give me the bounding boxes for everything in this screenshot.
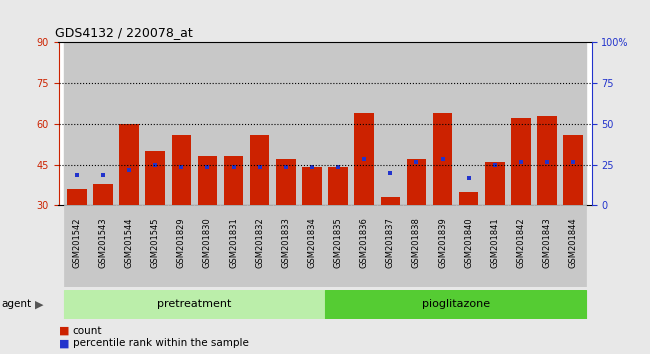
Text: ▶: ▶ — [35, 299, 44, 309]
Text: GSM201839: GSM201839 — [438, 217, 447, 268]
Bar — [299, 42, 325, 205]
Bar — [433, 113, 452, 205]
Text: GSM201840: GSM201840 — [464, 217, 473, 268]
Bar — [64, 290, 325, 319]
Bar — [246, 205, 273, 287]
Text: count: count — [73, 326, 102, 336]
Bar — [194, 42, 220, 205]
Text: GSM201844: GSM201844 — [569, 217, 578, 268]
Text: GSM201543: GSM201543 — [98, 217, 107, 268]
Bar — [90, 205, 116, 287]
Bar — [351, 205, 377, 287]
Bar — [430, 205, 456, 287]
Bar — [168, 205, 194, 287]
Bar — [64, 205, 90, 287]
Bar — [116, 42, 142, 205]
Bar — [508, 205, 534, 287]
Text: ■: ■ — [58, 326, 69, 336]
Bar — [407, 159, 426, 205]
Bar — [302, 167, 322, 205]
Bar — [224, 156, 243, 205]
Bar — [564, 135, 583, 205]
Text: GDS4132 / 220078_at: GDS4132 / 220078_at — [55, 26, 193, 39]
Text: GSM201834: GSM201834 — [307, 217, 317, 268]
Text: GSM201832: GSM201832 — [255, 217, 264, 268]
Text: GSM201545: GSM201545 — [151, 217, 160, 268]
Bar — [328, 167, 348, 205]
Bar — [456, 42, 482, 205]
Bar — [250, 135, 270, 205]
Bar — [168, 42, 194, 205]
Bar — [482, 42, 508, 205]
Bar — [325, 290, 586, 319]
Bar — [534, 205, 560, 287]
Bar — [194, 205, 220, 287]
Bar — [482, 205, 508, 287]
Bar — [456, 205, 482, 287]
Bar — [299, 205, 325, 287]
Bar — [560, 42, 586, 205]
Bar — [273, 205, 299, 287]
Bar — [198, 156, 217, 205]
Bar — [485, 162, 504, 205]
Text: GSM201542: GSM201542 — [72, 217, 81, 268]
Text: GSM201837: GSM201837 — [386, 217, 395, 268]
Text: pretreatment: pretreatment — [157, 299, 231, 309]
Bar — [119, 124, 139, 205]
Text: GSM201829: GSM201829 — [177, 217, 186, 268]
Text: GSM201836: GSM201836 — [359, 217, 369, 268]
Bar — [220, 205, 246, 287]
Text: ■: ■ — [58, 338, 69, 348]
Bar — [172, 135, 191, 205]
Bar — [459, 192, 478, 205]
Bar — [560, 205, 586, 287]
Bar — [351, 42, 377, 205]
Bar — [377, 42, 404, 205]
Text: GSM201544: GSM201544 — [125, 217, 133, 268]
Text: GSM201842: GSM201842 — [517, 217, 525, 268]
Bar — [93, 184, 112, 205]
Bar — [430, 42, 456, 205]
Text: pioglitazone: pioglitazone — [422, 299, 489, 309]
Bar — [246, 42, 273, 205]
Bar — [325, 42, 351, 205]
Bar — [116, 205, 142, 287]
Bar — [404, 42, 430, 205]
Text: GSM201830: GSM201830 — [203, 217, 212, 268]
Bar — [534, 42, 560, 205]
Bar — [325, 205, 351, 287]
Bar — [404, 205, 430, 287]
Bar — [220, 42, 246, 205]
Bar — [508, 42, 534, 205]
Text: GSM201838: GSM201838 — [412, 217, 421, 268]
Bar — [142, 205, 168, 287]
Text: GSM201833: GSM201833 — [281, 217, 291, 268]
Bar — [67, 189, 86, 205]
Bar — [273, 42, 299, 205]
Text: GSM201841: GSM201841 — [490, 217, 499, 268]
Bar — [64, 42, 90, 205]
Bar — [276, 159, 296, 205]
Bar — [377, 205, 404, 287]
Bar — [380, 197, 400, 205]
Text: percentile rank within the sample: percentile rank within the sample — [73, 338, 249, 348]
Bar — [142, 42, 168, 205]
Text: agent: agent — [1, 299, 31, 309]
Text: GSM201835: GSM201835 — [333, 217, 343, 268]
Bar — [354, 113, 374, 205]
Text: GSM201843: GSM201843 — [543, 217, 552, 268]
Bar — [90, 42, 116, 205]
Bar — [511, 119, 531, 205]
Bar — [538, 116, 557, 205]
Bar — [146, 151, 165, 205]
Text: GSM201831: GSM201831 — [229, 217, 238, 268]
